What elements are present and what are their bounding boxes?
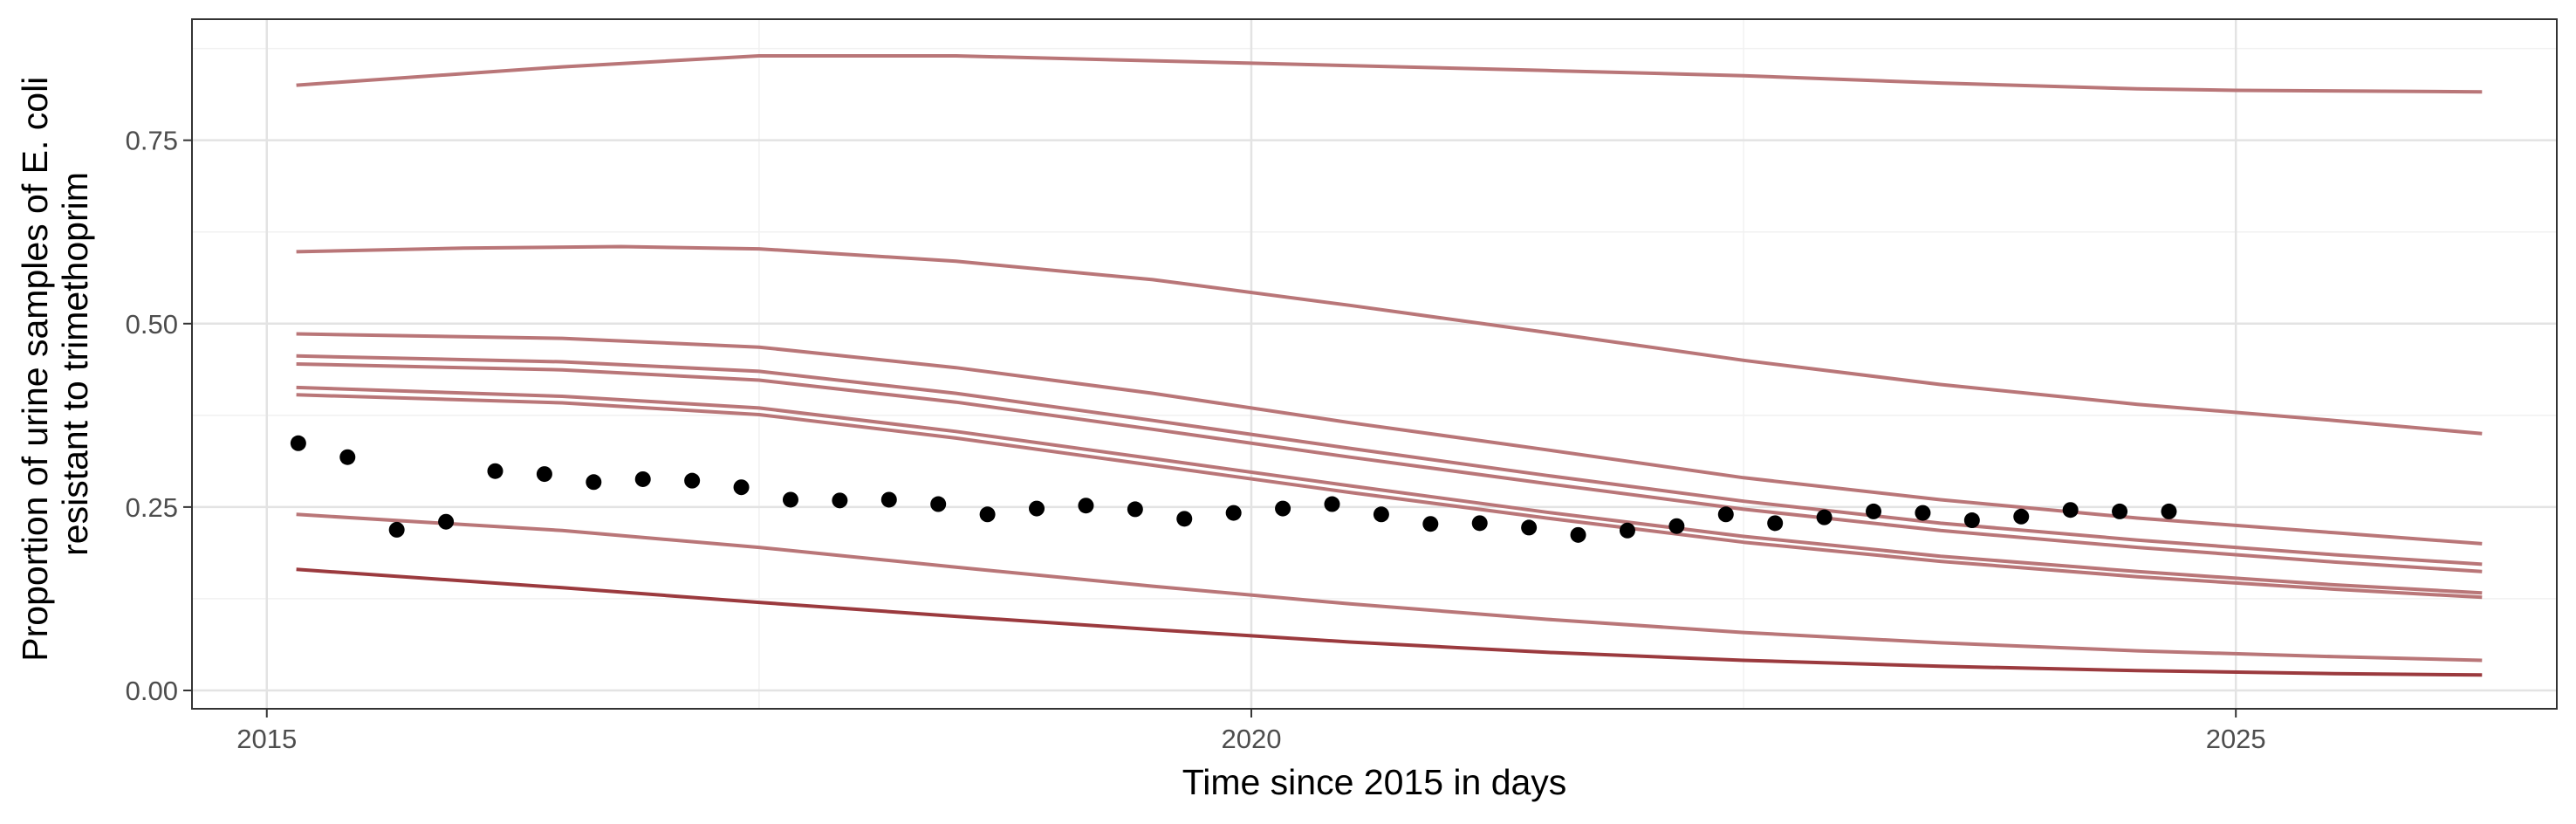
- data-point: [1668, 518, 1685, 534]
- data-point: [2112, 503, 2128, 519]
- data-point: [388, 521, 405, 538]
- series-line-8: [296, 512, 2483, 663]
- data-point: [1176, 511, 1193, 527]
- data-point: [1963, 512, 1980, 529]
- data-point: [290, 435, 306, 451]
- data-point: [880, 491, 897, 508]
- observed-points: [290, 435, 2177, 543]
- data-point: [1471, 515, 1488, 532]
- data-point: [1225, 505, 1242, 521]
- data-point: [1275, 500, 1291, 517]
- data-point: [684, 472, 701, 489]
- data-point: [438, 513, 455, 530]
- data-point: [1422, 516, 1439, 532]
- data-point: [1816, 509, 1833, 525]
- data-point: [2013, 508, 2030, 525]
- panel-border: [191, 18, 2558, 710]
- series-line-1: [296, 54, 2483, 94]
- data-point: [1619, 522, 1635, 539]
- data-point: [1717, 506, 1734, 523]
- data-point: [1915, 505, 1931, 521]
- data-point: [1767, 515, 1784, 532]
- data-point: [1127, 501, 1143, 518]
- series-line-6: [296, 385, 2483, 595]
- data-point: [1373, 506, 1389, 523]
- series-line-7: [296, 393, 2483, 600]
- data-point: [2161, 503, 2177, 519]
- series-line-5: [296, 362, 2483, 573]
- x-tick-label: 2025: [2206, 724, 2266, 754]
- data-point: [339, 449, 356, 465]
- x-tick-label: 2015: [236, 724, 297, 754]
- data-point: [2062, 502, 2079, 518]
- data-point: [586, 474, 602, 491]
- data-point: [1078, 498, 1094, 514]
- data-point: [979, 506, 996, 523]
- y-tick-label: 0.75: [126, 126, 178, 156]
- x-axis: 2015 2020 2025: [236, 709, 2266, 754]
- y-axis-title-line-1: Proportion of urine samples of E. coli: [15, 77, 55, 662]
- y-tick-label: 0.25: [126, 492, 178, 523]
- y-axis-title-line-2: resistant to trimethoprim: [55, 172, 95, 556]
- y-tick-label: 0.50: [126, 309, 178, 340]
- data-point: [1029, 500, 1045, 517]
- data-point: [1521, 519, 1538, 536]
- data-point: [782, 491, 798, 508]
- grid-minor-lines: [192, 19, 2557, 709]
- data-point: [487, 463, 504, 479]
- y-axis-title: Proportion of urine samples of E. coli r…: [15, 66, 95, 661]
- data-point: [733, 479, 750, 496]
- y-axis: 0.00 0.25 0.50 0.75: [126, 126, 192, 706]
- series-line-9: [296, 567, 2483, 677]
- series-line-3: [296, 332, 2483, 546]
- data-point: [1570, 526, 1586, 543]
- series-lines: [296, 54, 2483, 677]
- data-point: [1866, 503, 1882, 519]
- series-line-4: [296, 354, 2483, 566]
- x-tick-label: 2020: [1221, 724, 1281, 754]
- data-point: [634, 470, 651, 487]
- y-tick-label: 0.00: [126, 676, 178, 706]
- data-point: [536, 466, 552, 483]
- data-point: [1324, 496, 1340, 512]
- data-point: [832, 492, 848, 509]
- x-axis-title: Time since 2015 in days: [1182, 762, 1567, 802]
- data-point: [930, 496, 947, 512]
- series-line-2: [296, 244, 2483, 436]
